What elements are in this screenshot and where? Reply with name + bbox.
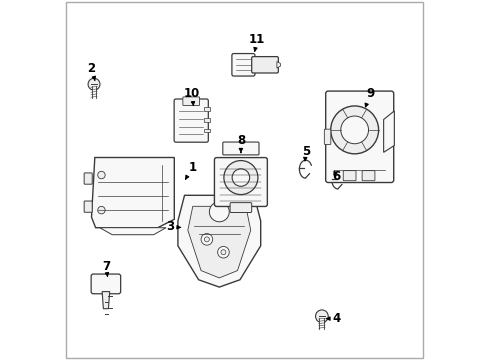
Text: 3: 3 — [166, 220, 180, 233]
FancyBboxPatch shape — [325, 91, 393, 183]
Polygon shape — [383, 111, 393, 152]
FancyBboxPatch shape — [231, 54, 254, 76]
FancyBboxPatch shape — [343, 171, 355, 181]
Circle shape — [204, 237, 209, 242]
Polygon shape — [102, 292, 109, 309]
Polygon shape — [187, 206, 250, 278]
Polygon shape — [276, 62, 280, 68]
Circle shape — [224, 161, 257, 195]
Text: 6: 6 — [331, 170, 340, 183]
Bar — [203, 107, 209, 111]
Circle shape — [232, 169, 249, 186]
Bar — [203, 129, 209, 132]
Text: 10: 10 — [184, 87, 200, 106]
Text: 9: 9 — [365, 87, 374, 107]
Circle shape — [315, 310, 327, 323]
FancyBboxPatch shape — [214, 158, 267, 207]
Text: 11: 11 — [248, 33, 264, 52]
Circle shape — [209, 202, 229, 222]
FancyBboxPatch shape — [84, 201, 92, 212]
Bar — [203, 118, 209, 122]
Circle shape — [88, 78, 100, 90]
FancyBboxPatch shape — [223, 142, 259, 155]
Circle shape — [330, 106, 378, 154]
FancyBboxPatch shape — [174, 99, 208, 142]
Polygon shape — [178, 195, 260, 287]
FancyBboxPatch shape — [324, 129, 330, 144]
Circle shape — [340, 116, 368, 144]
Text: 7: 7 — [102, 260, 110, 276]
Text: 5: 5 — [301, 145, 309, 161]
FancyBboxPatch shape — [91, 274, 121, 294]
Circle shape — [217, 247, 229, 258]
FancyBboxPatch shape — [251, 57, 278, 73]
FancyBboxPatch shape — [183, 97, 199, 105]
FancyBboxPatch shape — [84, 173, 92, 184]
Text: 1: 1 — [185, 161, 196, 179]
Polygon shape — [91, 158, 174, 228]
Circle shape — [98, 206, 105, 214]
Polygon shape — [100, 228, 166, 235]
Text: 2: 2 — [87, 62, 95, 80]
FancyBboxPatch shape — [362, 171, 374, 181]
Circle shape — [221, 250, 225, 255]
Text: 4: 4 — [325, 312, 340, 325]
FancyBboxPatch shape — [230, 203, 251, 212]
Text: 8: 8 — [236, 134, 244, 153]
Circle shape — [98, 171, 105, 179]
Circle shape — [201, 234, 212, 245]
